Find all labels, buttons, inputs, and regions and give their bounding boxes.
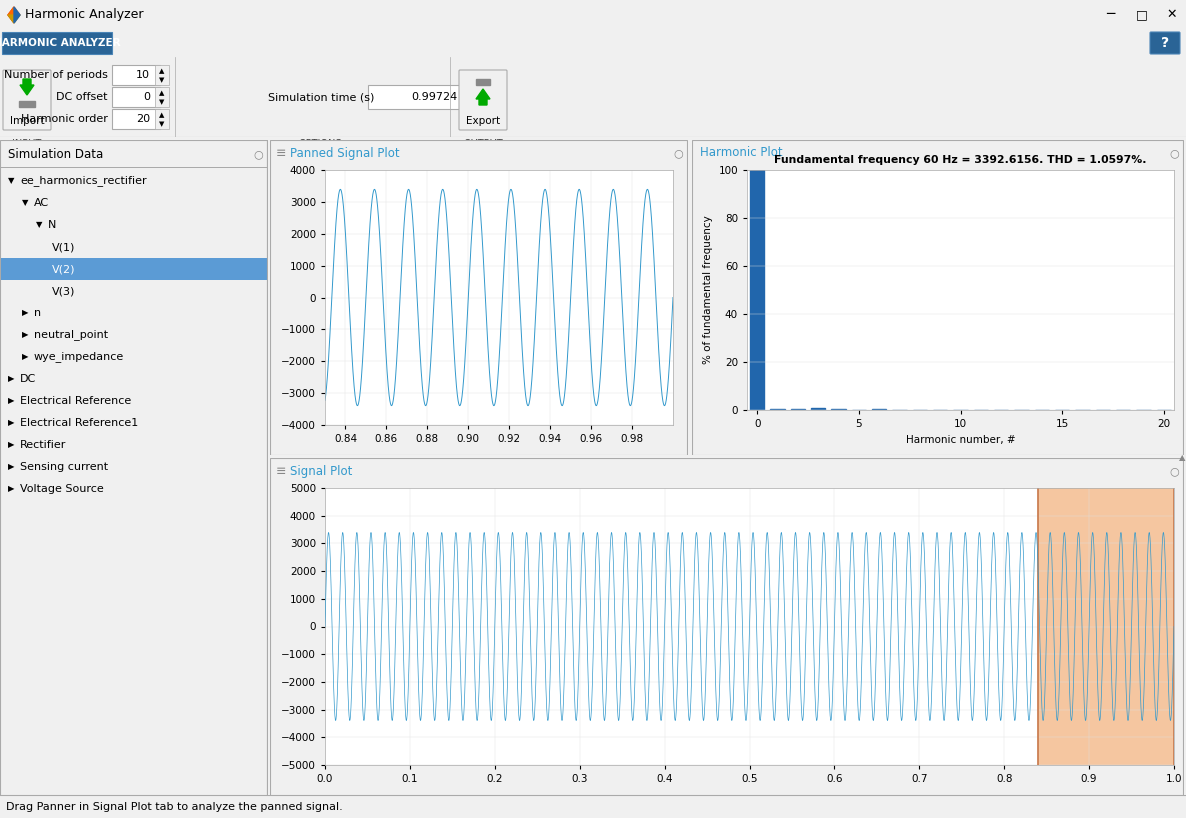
FancyBboxPatch shape — [2, 32, 111, 54]
Text: ≡: ≡ — [276, 465, 287, 478]
Text: ▲: ▲ — [159, 90, 165, 96]
Bar — [111, 87, 160, 107]
Text: Panned Signal Plot: Panned Signal Plot — [291, 146, 400, 160]
Text: □: □ — [1136, 8, 1148, 21]
Text: ▶: ▶ — [8, 484, 14, 493]
Polygon shape — [20, 79, 34, 95]
Text: n: n — [34, 308, 42, 318]
Text: Sensing current: Sensing current — [20, 462, 108, 472]
Text: 20: 20 — [136, 114, 149, 124]
Bar — [111, 109, 160, 129]
Bar — [270, 140, 688, 166]
Text: ▼: ▼ — [36, 221, 43, 230]
Text: N: N — [47, 220, 57, 230]
Bar — [368, 85, 500, 109]
Text: V(2): V(2) — [52, 264, 76, 274]
Text: ee_harmonics_rectifier: ee_harmonics_rectifier — [20, 176, 147, 187]
Text: AC: AC — [34, 198, 49, 208]
Text: DC offset: DC offset — [57, 92, 108, 102]
Y-axis label: % of fundamental frequency: % of fundamental frequency — [703, 216, 713, 364]
Text: Simulation Data: Simulation Data — [8, 147, 103, 160]
Text: ▶: ▶ — [23, 353, 28, 362]
Text: ▶: ▶ — [8, 441, 14, 450]
Bar — [831, 409, 846, 410]
Bar — [19, 101, 36, 107]
Text: ▶: ▶ — [23, 330, 28, 339]
Text: 10: 10 — [136, 70, 149, 80]
Text: ▼: ▼ — [159, 77, 165, 83]
Text: Harmonic order: Harmonic order — [21, 114, 108, 124]
Bar — [750, 170, 764, 410]
Text: 0.99724: 0.99724 — [410, 92, 457, 102]
Text: ▼: ▼ — [159, 121, 165, 127]
Text: V(1): V(1) — [52, 242, 76, 252]
Text: Export: Export — [466, 116, 500, 126]
Polygon shape — [476, 89, 490, 105]
Text: ▶: ▶ — [23, 308, 28, 317]
Polygon shape — [8, 7, 20, 15]
Text: ✕: ✕ — [1166, 8, 1177, 21]
Text: ─: ─ — [1107, 7, 1115, 21]
Bar — [111, 65, 160, 85]
Text: ▼: ▼ — [159, 99, 165, 105]
Text: ▶: ▶ — [8, 462, 14, 471]
Text: ▲: ▲ — [1179, 453, 1185, 462]
Bar — [1038, 488, 1174, 765]
Text: ○: ○ — [1169, 148, 1179, 158]
Text: V(3): V(3) — [52, 286, 76, 296]
Bar — [1, 258, 267, 280]
Text: neutral_point: neutral_point — [34, 330, 108, 340]
FancyBboxPatch shape — [1150, 32, 1180, 54]
Text: wye_impedance: wye_impedance — [34, 352, 125, 362]
Text: ▶: ▶ — [8, 397, 14, 406]
Text: ▶: ▶ — [8, 419, 14, 428]
Text: ○: ○ — [674, 148, 683, 158]
Bar — [0, 140, 268, 168]
Bar — [811, 408, 825, 410]
Text: DC: DC — [20, 374, 37, 384]
Text: ▼: ▼ — [23, 199, 28, 208]
Bar — [476, 79, 490, 85]
Text: Signal Plot: Signal Plot — [291, 465, 352, 478]
Polygon shape — [8, 7, 14, 23]
Bar — [155, 65, 168, 85]
Text: ▲: ▲ — [159, 68, 165, 74]
X-axis label: Harmonic number, #: Harmonic number, # — [906, 434, 1015, 445]
Text: ≡: ≡ — [276, 146, 287, 160]
Text: Simulation time (s): Simulation time (s) — [268, 92, 375, 102]
Text: Voltage Source: Voltage Source — [20, 484, 103, 494]
Text: Harmonic Plot: Harmonic Plot — [700, 146, 783, 160]
Polygon shape — [8, 15, 20, 23]
Bar — [0, 167, 268, 168]
Title: Fundamental frequency 60 Hz = 3392.6156. THD = 1.0597%.: Fundamental frequency 60 Hz = 3392.6156.… — [774, 155, 1147, 165]
FancyBboxPatch shape — [459, 70, 506, 130]
Text: ○: ○ — [1169, 466, 1179, 476]
Text: Rectifier: Rectifier — [20, 440, 66, 450]
Bar — [155, 87, 168, 107]
Bar — [771, 409, 785, 410]
Text: Drag Panner in Signal Plot tab to analyze the panned signal.: Drag Panner in Signal Plot tab to analyz… — [6, 802, 343, 812]
Text: Import: Import — [9, 116, 44, 126]
Bar — [691, 140, 1184, 166]
Text: ○: ○ — [253, 149, 263, 159]
Text: ?: ? — [1161, 36, 1169, 50]
Text: Electrical Reference: Electrical Reference — [20, 396, 132, 406]
Text: ▶: ▶ — [8, 375, 14, 384]
Text: OPTIONS: OPTIONS — [298, 139, 342, 149]
Text: Electrical Reference1: Electrical Reference1 — [20, 418, 139, 428]
Text: OUTPUT: OUTPUT — [464, 139, 503, 149]
Text: HARMONIC ANALYZER: HARMONIC ANALYZER — [0, 38, 121, 48]
Bar — [155, 109, 168, 129]
FancyBboxPatch shape — [4, 70, 51, 130]
Bar — [270, 458, 1184, 484]
Text: INPUT: INPUT — [12, 139, 42, 149]
Text: Harmonic Analyzer: Harmonic Analyzer — [25, 8, 144, 21]
Text: Number of periods: Number of periods — [4, 70, 108, 80]
Text: ▼: ▼ — [8, 177, 14, 186]
Polygon shape — [14, 7, 20, 23]
Text: ▲: ▲ — [159, 112, 165, 118]
Text: 0: 0 — [144, 92, 149, 102]
